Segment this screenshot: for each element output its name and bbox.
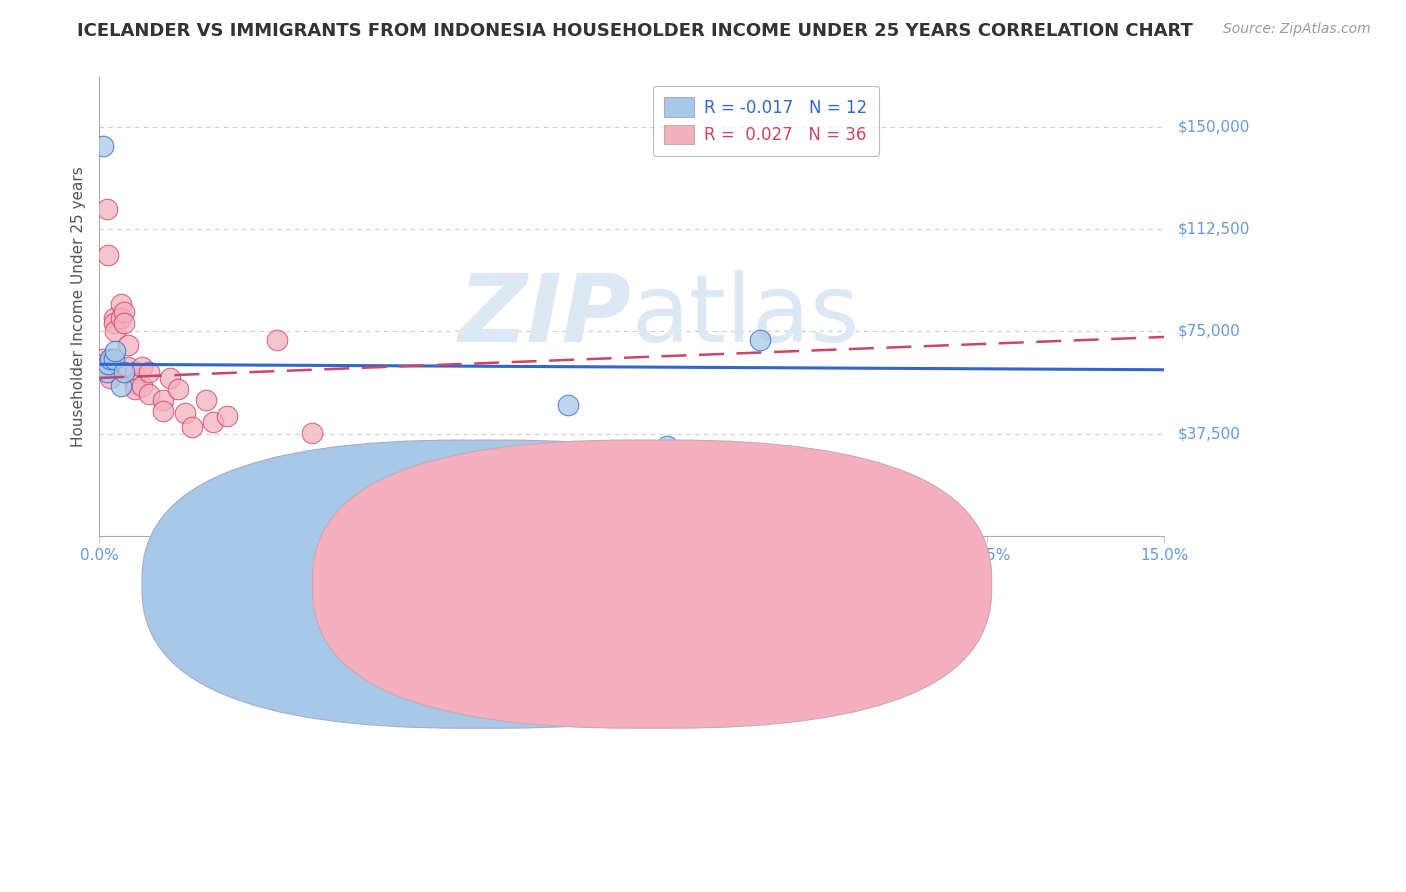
Point xyxy=(91,351,114,366)
Point xyxy=(112,316,135,330)
Point xyxy=(557,398,579,412)
Point xyxy=(97,357,120,371)
Point xyxy=(217,409,239,424)
Point xyxy=(110,297,132,311)
Point xyxy=(478,458,501,473)
Point xyxy=(138,366,160,380)
Point xyxy=(152,403,174,417)
Point xyxy=(91,138,114,153)
Point xyxy=(138,387,160,401)
Point xyxy=(180,420,202,434)
Y-axis label: Householder Income Under 25 years: Householder Income Under 25 years xyxy=(72,167,86,447)
Point xyxy=(173,407,195,421)
Point xyxy=(104,325,127,339)
Point xyxy=(93,357,115,371)
Point xyxy=(112,305,135,319)
Point xyxy=(124,366,146,380)
Point xyxy=(131,379,153,393)
Point xyxy=(103,316,125,330)
Point xyxy=(301,425,323,440)
Point xyxy=(373,447,395,461)
Point xyxy=(748,333,770,347)
Text: $75,000: $75,000 xyxy=(1178,324,1240,339)
Point xyxy=(97,248,120,262)
Point xyxy=(96,202,118,216)
Point xyxy=(124,376,146,391)
Text: Icelanders: Icelanders xyxy=(509,575,595,593)
Point xyxy=(98,351,121,366)
Point xyxy=(657,439,679,453)
Point xyxy=(117,338,139,352)
Point xyxy=(94,359,117,374)
Point xyxy=(201,415,224,429)
Point xyxy=(112,366,135,380)
Point xyxy=(97,366,120,380)
Point xyxy=(194,392,217,407)
Text: ICELANDER VS IMMIGRANTS FROM INDONESIA HOUSEHOLDER INCOME UNDER 25 YEARS CORRELA: ICELANDER VS IMMIGRANTS FROM INDONESIA H… xyxy=(77,22,1194,40)
Point xyxy=(96,366,118,380)
Point xyxy=(110,379,132,393)
Text: ZIP: ZIP xyxy=(458,270,631,362)
Point xyxy=(124,382,146,396)
Text: $112,500: $112,500 xyxy=(1178,221,1250,236)
Point xyxy=(90,359,112,374)
Text: Immigrants from Indonesia: Immigrants from Indonesia xyxy=(679,575,904,593)
Legend: R = -0.017   N = 12, R =  0.027   N = 36: R = -0.017 N = 12, R = 0.027 N = 36 xyxy=(652,86,879,156)
Point xyxy=(103,310,125,325)
Point xyxy=(166,382,188,396)
Point xyxy=(266,333,288,347)
Point xyxy=(117,359,139,374)
Text: $37,500: $37,500 xyxy=(1178,426,1241,442)
Point xyxy=(152,392,174,407)
Point xyxy=(159,371,181,385)
Text: atlas: atlas xyxy=(631,270,860,362)
FancyBboxPatch shape xyxy=(142,440,821,728)
Text: $150,000: $150,000 xyxy=(1178,120,1250,134)
Point xyxy=(104,343,127,358)
Text: Source: ZipAtlas.com: Source: ZipAtlas.com xyxy=(1223,22,1371,37)
FancyBboxPatch shape xyxy=(312,440,991,728)
Point xyxy=(110,310,132,325)
Point xyxy=(131,359,153,374)
Point xyxy=(98,371,121,385)
Point xyxy=(103,351,125,366)
